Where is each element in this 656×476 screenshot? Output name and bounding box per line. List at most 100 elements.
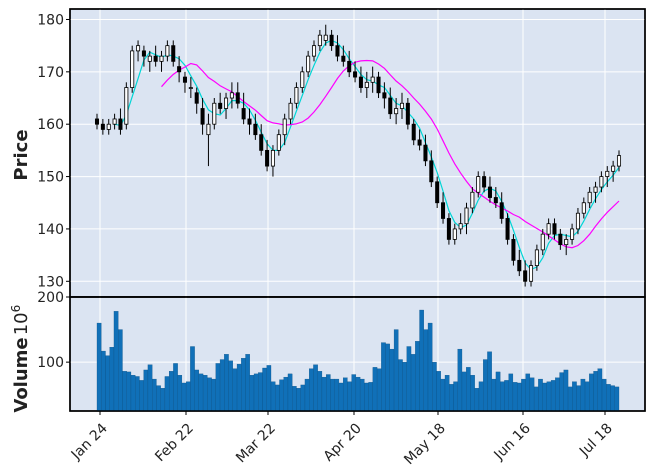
- volume-bar: [504, 380, 509, 412]
- candle-body: [587, 191, 592, 204]
- volume-bar: [109, 347, 115, 412]
- price-tick-label: 150: [37, 170, 64, 186]
- candle-body: [435, 181, 440, 204]
- candle-body: [511, 238, 516, 261]
- candle-body: [581, 202, 586, 214]
- candle-body: [417, 139, 422, 146]
- volume-bar: [393, 329, 399, 412]
- volume-bar: [563, 369, 569, 412]
- volume-bar: [555, 377, 560, 412]
- candle-body: [106, 123, 111, 130]
- candle-body: [534, 249, 539, 266]
- x-tick-label: Feb 22: [152, 421, 197, 466]
- candle-body: [382, 92, 387, 99]
- volume-bar: [449, 384, 454, 412]
- volume-bar: [610, 385, 615, 412]
- volume-bar: [508, 373, 514, 412]
- volume-bar: [495, 371, 501, 412]
- candle-body: [212, 102, 217, 125]
- volume-bar: [283, 376, 289, 412]
- candle-body: [294, 87, 299, 104]
- candle-body: [470, 191, 475, 209]
- volume-bar: [185, 381, 191, 412]
- volume-bar: [198, 373, 204, 412]
- volume-bar: [542, 382, 548, 412]
- candle-body: [441, 202, 446, 219]
- candle-body: [575, 212, 580, 230]
- volume-bar: [372, 367, 378, 412]
- price-y-ticks: 130 140 150 160 170 180: [37, 12, 70, 290]
- volume-bar: [572, 381, 577, 412]
- candle-body: [482, 176, 487, 188]
- volume-bar: [385, 343, 390, 412]
- candle-body: [282, 118, 287, 136]
- volume-bar: [381, 342, 386, 412]
- volume-bar: [546, 381, 552, 412]
- candle-body: [241, 108, 246, 120]
- volume-bar: [173, 363, 178, 412]
- volume-bar: [164, 376, 170, 412]
- candle-body: [353, 71, 358, 78]
- candle-body: [611, 165, 616, 172]
- volume-bar: [236, 363, 242, 412]
- volume-bar: [215, 363, 221, 412]
- candle-body: [423, 144, 428, 162]
- candle-body: [194, 92, 199, 104]
- price-tick-label: 160: [37, 117, 64, 133]
- volume-bar: [550, 380, 556, 412]
- volume-bar: [342, 377, 348, 412]
- volume-bar: [334, 378, 340, 412]
- volume-bar: [491, 378, 497, 412]
- x-tick-label: Jan 24: [68, 420, 111, 463]
- candle-body: [259, 134, 264, 151]
- volume-bar: [601, 378, 607, 412]
- volume-bar: [453, 381, 458, 412]
- volume-bar: [160, 388, 166, 412]
- volume-bar: [606, 384, 611, 412]
- volume-bar: [516, 382, 522, 412]
- candle-body: [171, 45, 176, 62]
- volume-bar: [410, 354, 416, 412]
- candle-body: [517, 259, 522, 272]
- volume-bar: [567, 386, 573, 412]
- candle-body: [616, 155, 622, 167]
- volume-bar: [466, 367, 471, 412]
- candle-body: [405, 102, 410, 125]
- volume-bar: [241, 358, 246, 412]
- candle-body: [540, 233, 545, 251]
- volume-bar: [389, 348, 395, 412]
- volume-bar: [355, 376, 361, 412]
- volume-bar: [457, 348, 463, 412]
- volume-bar: [194, 369, 200, 412]
- x-tick-label: May 18: [401, 421, 449, 469]
- volume-bar: [321, 376, 327, 412]
- candle-body: [218, 102, 223, 109]
- volume-bar: [461, 371, 467, 412]
- volume-bar: [614, 386, 620, 412]
- volume-tick-label: 200: [37, 290, 64, 306]
- candle-body: [335, 45, 340, 57]
- volume-bar: [275, 384, 280, 412]
- volume-bar: [326, 374, 331, 412]
- volume-bar: [398, 359, 403, 412]
- volume-bar: [190, 346, 195, 412]
- candle-body: [388, 97, 393, 115]
- candle-body: [358, 76, 363, 88]
- candle-body: [270, 149, 275, 167]
- volume-bar: [487, 351, 492, 412]
- price-grid: [70, 9, 645, 297]
- candle-body: [399, 102, 405, 109]
- price-tick-label: 140: [37, 222, 64, 238]
- volume-bar: [444, 375, 450, 412]
- candle-body: [276, 134, 281, 151]
- candle-body: [235, 92, 240, 104]
- volume-bar: [436, 371, 441, 412]
- candle-body: [499, 202, 504, 219]
- volume-bar: [589, 373, 594, 412]
- volume-bar: [559, 372, 564, 412]
- candle-body: [94, 118, 100, 125]
- candle-body: [429, 160, 434, 183]
- price-axis-title: Price: [11, 129, 32, 180]
- volume-bar: [512, 382, 518, 412]
- candle-body: [188, 87, 193, 89]
